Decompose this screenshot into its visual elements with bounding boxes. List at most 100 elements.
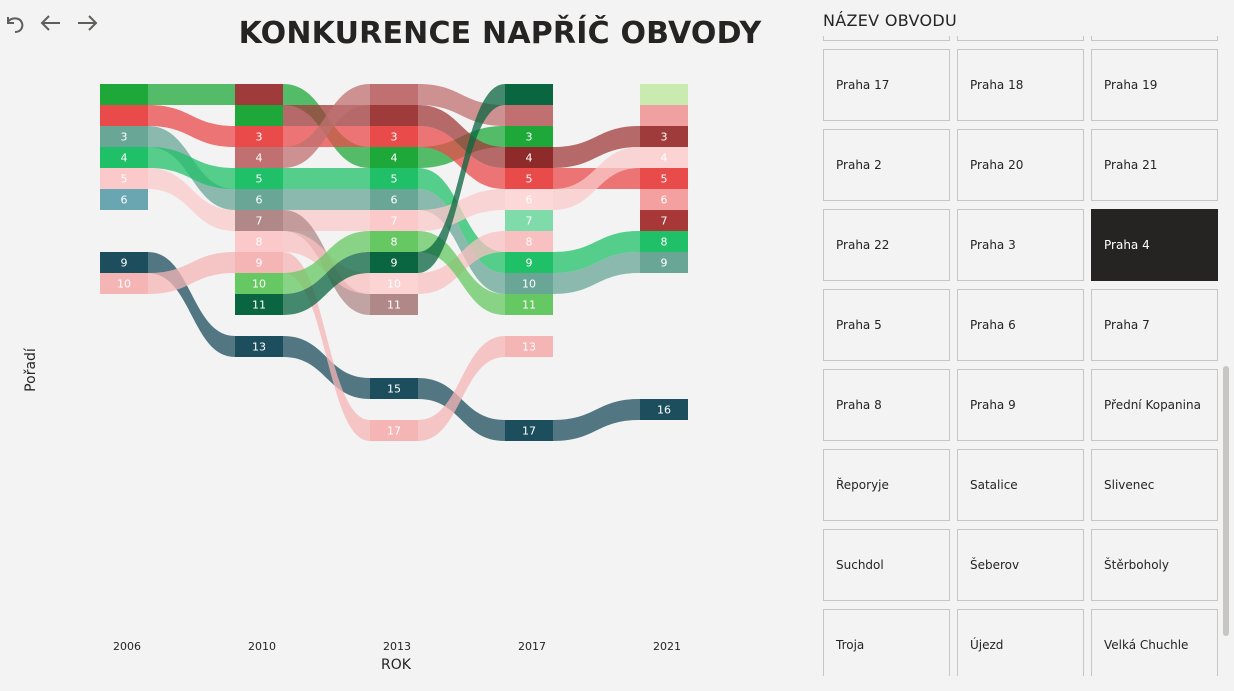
slicer-item-7[interactable]: Praha 20 bbox=[957, 129, 1084, 201]
slicer-item-25[interactable]: Újezd bbox=[957, 609, 1084, 676]
bar-2006-6 bbox=[100, 189, 148, 210]
bar-label-2021-5: 5 bbox=[661, 173, 668, 186]
slicer-item-1[interactable] bbox=[957, 36, 1084, 41]
slicer-item-12[interactable]: Praha 5 bbox=[823, 289, 950, 361]
bar-label-2013-10: 10 bbox=[387, 278, 401, 291]
arrow-left-icon bbox=[40, 15, 60, 31]
bar-label-2013-11: 11 bbox=[387, 299, 401, 312]
slicer-item-23[interactable]: Štěrboholy bbox=[1091, 529, 1218, 601]
bar-label-2006-5: 5 bbox=[121, 173, 128, 186]
bar-2010-9 bbox=[235, 252, 283, 273]
bar-label-2021-9: 9 bbox=[661, 257, 668, 270]
ribbon-1-0 bbox=[148, 105, 235, 147]
slicer-item-5[interactable]: Praha 19 bbox=[1091, 49, 1218, 121]
bar-2010-13 bbox=[235, 336, 283, 357]
slicer-item-26[interactable]: Velká Chuchle bbox=[1091, 609, 1218, 676]
back-button[interactable] bbox=[36, 8, 66, 38]
bar-labels: 3 4 5 6 9 10 3 4 5 6 7 8 9 10 11 13 3 4 5 6 7 8 9 10 11 15 17 3 4 5 6 7… bbox=[117, 131, 671, 438]
ribbon-6-1 bbox=[283, 336, 370, 399]
slicer-item-3[interactable]: Praha 17 bbox=[823, 49, 950, 121]
slicer-item-21[interactable]: Suchdol bbox=[823, 529, 950, 601]
bar-2006-4 bbox=[100, 147, 148, 168]
x-axis-label: ROK bbox=[381, 657, 412, 673]
bar-2013-10 bbox=[370, 273, 418, 294]
bar-2013-11 bbox=[370, 294, 418, 315]
slicer-scrollbar[interactable] bbox=[1222, 36, 1230, 676]
bar-2006-3 bbox=[100, 126, 148, 147]
x-tick-2021: 2021 bbox=[653, 640, 681, 653]
bar-2013-6 bbox=[370, 189, 418, 210]
bar-label-2021-3: 3 bbox=[661, 131, 668, 144]
undo-icon bbox=[7, 17, 24, 33]
ribbon-2-1 bbox=[283, 189, 370, 210]
forward-button[interactable] bbox=[72, 8, 102, 38]
slicer-item-6[interactable]: Praha 2 bbox=[823, 129, 950, 201]
bar-label-2006-4: 4 bbox=[121, 152, 128, 165]
x-tick-2010: 2010 bbox=[248, 640, 276, 653]
bar-label-2017-8: 8 bbox=[526, 236, 533, 249]
slicer-item-8[interactable]: Praha 21 bbox=[1091, 129, 1218, 201]
bar-label-2013-15: 15 bbox=[387, 383, 401, 396]
bar-2021-16 bbox=[640, 399, 688, 420]
ribbon-13-1 bbox=[283, 252, 370, 315]
slicer-item-0[interactable] bbox=[823, 36, 950, 41]
slicer-item-2[interactable] bbox=[1091, 36, 1218, 41]
slicer-item-18[interactable]: Řeporyje bbox=[823, 449, 950, 521]
ribbon-1-2 bbox=[418, 126, 505, 189]
bar-2013-8 bbox=[370, 231, 418, 252]
x-axis-ticks: 2006 2010 2013 2017 2021 bbox=[113, 640, 681, 653]
bar-2017-7 bbox=[505, 210, 553, 231]
bar-label-2013-9: 9 bbox=[391, 257, 398, 270]
slicer-item-17[interactable]: Přední Kopanina bbox=[1091, 369, 1218, 441]
ribbon-chart: 3 4 5 6 9 10 3 4 5 6 7 8 9 10 11 13 3 4 5 6 7 8 9 10 11 15 17 3 4 5 6 7… bbox=[23, 84, 688, 673]
bar-label-2017-3: 3 bbox=[526, 131, 533, 144]
bar-2013-2 bbox=[370, 105, 418, 126]
bar-label-2021-8: 8 bbox=[661, 236, 668, 249]
slicer-item-10[interactable]: Praha 3 bbox=[957, 209, 1084, 281]
bar-2006-10 bbox=[100, 273, 148, 294]
slicer-item-22[interactable]: Šeberov bbox=[957, 529, 1084, 601]
slicer-item-19[interactable]: Satalice bbox=[957, 449, 1084, 521]
bar-2017-2 bbox=[505, 105, 553, 126]
ribbon-6-2 bbox=[418, 378, 505, 441]
ribbon-7-0 bbox=[148, 252, 235, 294]
scrollbar-thumb[interactable] bbox=[1223, 366, 1229, 636]
ribbon-3-0 bbox=[148, 147, 235, 189]
bar-label-2017-17: 17 bbox=[522, 425, 536, 438]
bar-label-2010-4: 4 bbox=[256, 152, 263, 165]
bar-2010-10 bbox=[235, 273, 283, 294]
bar-label-2017-11: 11 bbox=[522, 299, 536, 312]
slicer-item-16[interactable]: Praha 9 bbox=[957, 369, 1084, 441]
slicer-item-20[interactable]: Slivenec bbox=[1091, 449, 1218, 521]
bar-2013-9 bbox=[370, 252, 418, 273]
bar-label-2013-4: 4 bbox=[391, 152, 398, 165]
bar-label-2021-4: 4 bbox=[661, 152, 668, 165]
bar-label-2017-9: 9 bbox=[526, 257, 533, 270]
bar-label-2017-5: 5 bbox=[526, 173, 533, 186]
slicer-item-24[interactable]: Troja bbox=[823, 609, 950, 676]
slicer-item-9[interactable]: Praha 22 bbox=[823, 209, 950, 281]
bar-label-2013-7: 7 bbox=[391, 215, 398, 228]
x-tick-2017: 2017 bbox=[518, 640, 546, 653]
slicer-item-11[interactable]: Praha 4 bbox=[1091, 209, 1218, 281]
slicer-item-4[interactable]: Praha 18 bbox=[957, 49, 1084, 121]
bar-2017-9 bbox=[505, 252, 553, 273]
bar-2013-17 bbox=[370, 420, 418, 441]
bar-label-2010-3: 3 bbox=[256, 131, 263, 144]
x-tick-2006: 2006 bbox=[113, 640, 141, 653]
bar-2021-5 bbox=[640, 168, 688, 189]
bar-2017-13 bbox=[505, 336, 553, 357]
bar-2013-3 bbox=[370, 126, 418, 147]
slicer-item-13[interactable]: Praha 6 bbox=[957, 289, 1084, 361]
undo-button[interactable] bbox=[0, 8, 30, 38]
slicer-item-15[interactable]: Praha 8 bbox=[823, 369, 950, 441]
slicer: Praha 17 Praha 18 Praha 19 Praha 2 Praha 20 P… bbox=[820, 36, 1222, 676]
bar-2021-8 bbox=[640, 231, 688, 252]
bar-2021-4 bbox=[640, 147, 688, 168]
bar-2017-3 bbox=[505, 126, 553, 147]
bar-label-2006-10: 10 bbox=[117, 278, 131, 291]
bar-label-2013-6: 6 bbox=[391, 194, 398, 207]
ribbons bbox=[148, 84, 640, 441]
slicer-item-14[interactable]: Praha 7 bbox=[1091, 289, 1218, 361]
bar-label-2017-10: 10 bbox=[522, 278, 536, 291]
